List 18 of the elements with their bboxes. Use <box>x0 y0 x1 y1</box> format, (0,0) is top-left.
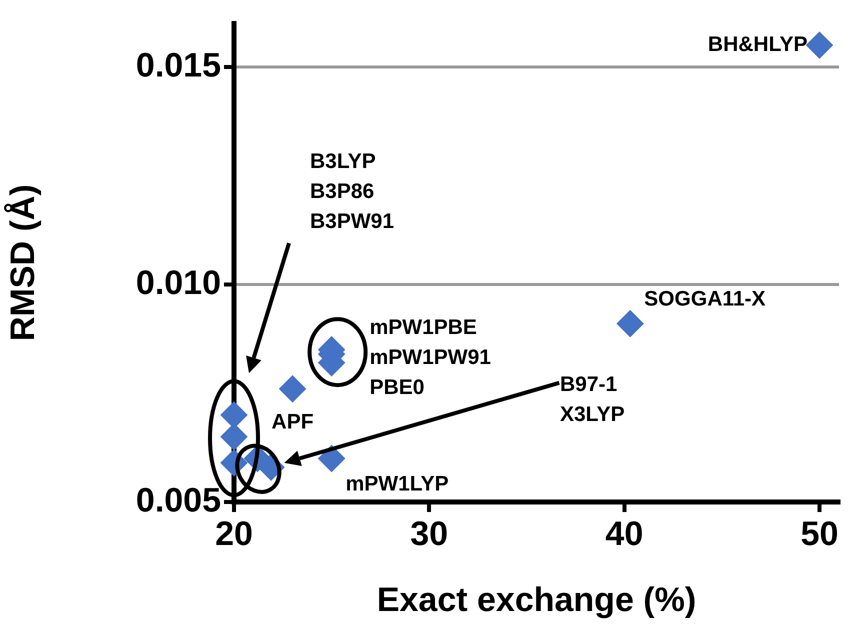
x-tick-label: 40 <box>605 514 644 553</box>
y-tick-label: 0.010 <box>136 264 221 302</box>
point <box>279 375 306 402</box>
y-tick-label: 0.015 <box>136 46 221 84</box>
annotation: APF <box>272 410 314 434</box>
annotation: BH&HLYP <box>708 32 808 56</box>
annotation: B97-1 X3LYP <box>560 372 625 426</box>
annotation: mPW1PBE mPW1PW91 PBE0 <box>370 316 492 399</box>
point <box>806 32 833 59</box>
point <box>318 444 346 472</box>
annotation: SOGGA11-X <box>644 287 766 310</box>
x-tick-label: 30 <box>410 514 448 553</box>
y-axis-title: RMSD (Å) <box>4 184 42 342</box>
x-axis-title: Exact exchange (%) <box>376 580 696 619</box>
annotation: mPW1LYP <box>346 472 449 496</box>
point <box>616 310 644 338</box>
x-tick-label: 50 <box>800 514 838 553</box>
annotation: B3LYP B3P86 B3PW91 <box>310 150 394 233</box>
